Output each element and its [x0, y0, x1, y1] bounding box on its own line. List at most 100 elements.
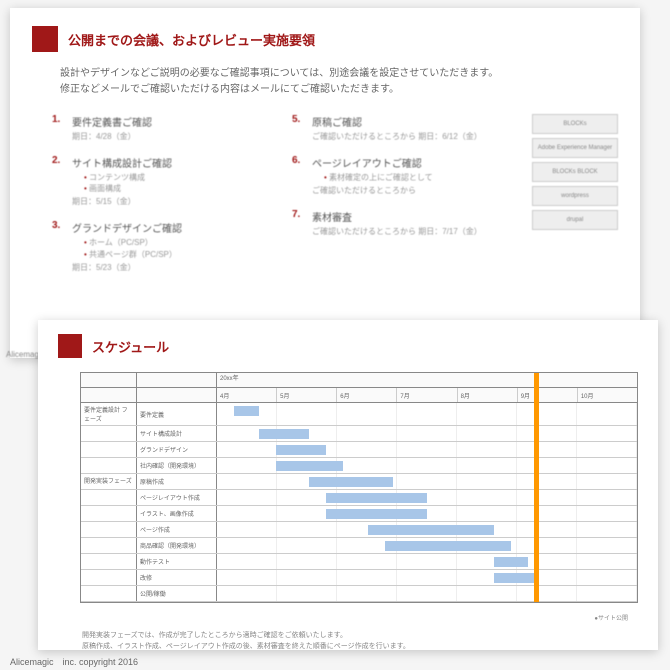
- month-header: 7月: [397, 388, 457, 402]
- gantt-chart: 20xx年4月5月6月7月8月9月10月要件定義設計 フェーズ要件定義サイト構成…: [80, 372, 638, 603]
- task-label: サイト構成設計: [137, 426, 217, 441]
- gantt-row: グランドデザイン: [81, 442, 637, 458]
- item-body: グランドデザインご確認ホーム（PC/SP）共通ページ群（PC/SP）期日：5/2…: [72, 220, 272, 273]
- page2-title: スケジュール: [92, 337, 169, 356]
- phase-label: 要件定義設計 フェーズ: [81, 403, 137, 425]
- gantt-track: [217, 426, 637, 441]
- gantt-header-months: 4月5月6月7月8月9月10月: [81, 388, 637, 403]
- bullet: 共通ページ群（PC/SP）: [84, 249, 272, 260]
- gantt-row: イラスト、画像作成: [81, 506, 637, 522]
- accent-square-icon: [32, 26, 58, 52]
- gantt-row: 社内確認（開発環境）: [81, 458, 637, 474]
- intro-text: 設計やデザインなどご説明の必要なご確認事項については、別途会議を設定させていただ…: [60, 66, 618, 98]
- sidebox: Adobe Experience Manager: [532, 138, 618, 158]
- bullet: コンテンツ構成: [84, 172, 272, 183]
- item-title: 素材審査: [312, 209, 512, 224]
- col-right: 5.原稿ご確認ご確認いただけるところから 期日：6/12（金）6.ページレイアウ…: [292, 114, 512, 286]
- task-label: ページ作成: [137, 522, 217, 537]
- bullet-list: コンテンツ構成画面構成: [84, 172, 272, 194]
- bullet-list: ホーム（PC/SP）共通ページ群（PC/SP）: [84, 237, 272, 259]
- intro-line1: 設計やデザインなどご説明の必要なご確認事項については、別途会議を設定させていただ…: [60, 68, 498, 79]
- phase-label: [81, 490, 137, 505]
- phase-label: [81, 570, 137, 585]
- item-body: 原稿ご確認ご確認いただけるところから 期日：6/12（金）: [312, 114, 512, 143]
- gantt-bar: [494, 557, 528, 567]
- gantt-track: [217, 586, 637, 601]
- item-title: サイト構成設計ご確認: [72, 155, 272, 170]
- page-schedule: スケジュール 20xx年4月5月6月7月8月9月10月要件定義設計 フェーズ要件…: [38, 320, 658, 650]
- phase-label: [81, 458, 137, 473]
- task-label: 商品確認（開発環境）: [137, 538, 217, 553]
- month-header: 9月: [518, 388, 578, 402]
- bullet: ホーム（PC/SP）: [84, 237, 272, 248]
- phase-label: [81, 506, 137, 521]
- gantt-track: [217, 506, 637, 521]
- task-label: グランドデザイン: [137, 442, 217, 457]
- item-sub: 期日：4/28（金）: [72, 131, 272, 143]
- task-label: 公開/稼働: [137, 586, 217, 601]
- sidebox: BLOCKs: [532, 114, 618, 134]
- phase-label: 開発実装フェーズ: [81, 474, 137, 489]
- title-row-2: スケジュール: [58, 334, 638, 358]
- item-sub: ご確認いただけるところから 期日：7/17（金）: [312, 226, 512, 238]
- phase-label: [81, 586, 137, 601]
- month-header: 6月: [337, 388, 397, 402]
- gantt-legend: ●サイト公開: [58, 613, 628, 622]
- task-label: 改修: [137, 570, 217, 585]
- sidebox: wordpress: [532, 186, 618, 206]
- gantt-bar: [326, 493, 427, 503]
- task-label: 社内確認（開発環境）: [137, 458, 217, 473]
- sidebox: BLOCKs BLOCK: [532, 162, 618, 182]
- gantt-bar: [494, 573, 536, 583]
- gantt-row: ページレイアウト作成: [81, 490, 637, 506]
- gantt-row: 開発実装フェーズ原稿作成: [81, 474, 637, 490]
- task-label: ページレイアウト作成: [137, 490, 217, 505]
- phase-label: [81, 538, 137, 553]
- item-number: 6.: [292, 155, 304, 197]
- gantt-track: [217, 490, 637, 505]
- gantt-row: 要件定義設計 フェーズ要件定義: [81, 403, 637, 426]
- accent-square-icon: [58, 334, 82, 358]
- review-item: 7. 素材審査ご確認いただけるところから 期日：7/17（金）: [292, 209, 512, 238]
- intro-line2: 修正などメールでご確認いただける内容はメールにてご確認いただきます。: [60, 84, 399, 95]
- month-header: 5月: [277, 388, 337, 402]
- item-title: 原稿ご確認: [312, 114, 512, 129]
- gantt-track: [217, 570, 637, 585]
- gantt-bar: [309, 477, 393, 487]
- gantt-bar: [326, 509, 427, 519]
- item-sub: ご確認いただけるところから: [312, 185, 512, 197]
- page-meetings: 公開までの会議、およびレビュー実施要領 設計やデザインなどご説明の必要なご確認事…: [10, 8, 640, 358]
- phase-label: [81, 522, 137, 537]
- item-number: 7.: [292, 209, 304, 238]
- gantt-track: [217, 403, 637, 425]
- col-left: 1.要件定義書ご確認期日：4/28（金） 2. サイト構成設計ご確認コンテンツ構成画…: [52, 114, 272, 286]
- footer-copyright: Alicemagic inc. copyright 2016: [10, 655, 138, 668]
- item-number: 2.: [52, 155, 64, 208]
- item-body: ページレイアウトご確認素材確定の上にご確認としてご確認いただけるところから: [312, 155, 512, 197]
- bullet: 画面構成: [84, 183, 272, 194]
- item-sub: 期日：5/23（金）: [72, 262, 272, 274]
- task-label: 要件定義: [137, 403, 217, 425]
- gantt-row: サイト構成設計: [81, 426, 637, 442]
- bullet-list: 素材確定の上にご確認として: [324, 172, 512, 183]
- sidebox: drupal: [532, 210, 618, 230]
- schedule-note: 開発実装フェーズでは、作成が完了したところから適時ご確認をご依頼いたします。 原…: [82, 630, 638, 652]
- gantt-bar: [368, 525, 494, 535]
- review-item: 3.グランドデザインご確認ホーム（PC/SP）共通ページ群（PC/SP）期日：5…: [52, 220, 272, 273]
- gantt-bar: [385, 541, 511, 551]
- gantt-row: 公開/稼働: [81, 586, 637, 602]
- month-header: 10月: [578, 388, 637, 402]
- gantt-track: [217, 554, 637, 569]
- item-title: 要件定義書ご確認: [72, 114, 272, 129]
- gantt-bar: [276, 445, 326, 455]
- phase-label: [81, 554, 137, 569]
- gantt-track: [217, 474, 637, 489]
- task-label: 動作テスト: [137, 554, 217, 569]
- gantt-row: 商品確認（開発環境）: [81, 538, 637, 554]
- columns: 1.要件定義書ご確認期日：4/28（金） 2. サイト構成設計ご確認コンテンツ構成画…: [52, 114, 618, 286]
- review-item: 1.要件定義書ご確認期日：4/28（金）: [52, 114, 272, 143]
- item-body: 素材審査ご確認いただけるところから 期日：7/17（金）: [312, 209, 512, 238]
- review-item: 5.原稿ご確認ご確認いただけるところから 期日：6/12（金）: [292, 114, 512, 143]
- gantt-bar: [259, 429, 309, 439]
- gantt-track: [217, 538, 637, 553]
